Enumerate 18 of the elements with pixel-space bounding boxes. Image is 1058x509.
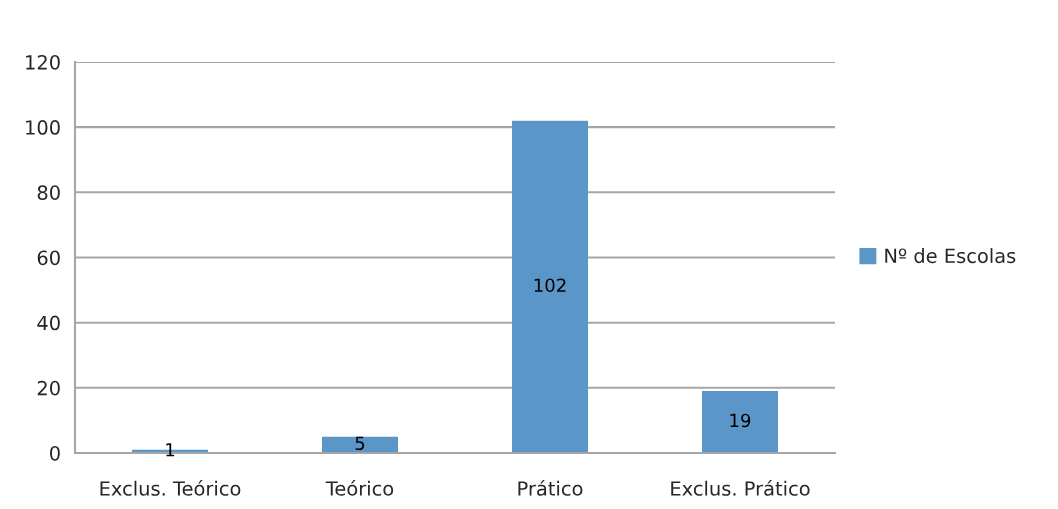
data-label: 5: [355, 436, 365, 451]
data-label: 19: [730, 413, 751, 428]
y-tick-label: 60: [37, 250, 60, 266]
bar: [512, 120, 588, 453]
legend-label: Nº de Escolas: [885, 248, 1016, 264]
x-tick-label: Exclus. Teórico: [100, 480, 241, 496]
data-label: 1: [166, 443, 175, 457]
x-tick-label: Teórico: [325, 480, 394, 496]
y-tick-label: 120: [26, 54, 60, 70]
y-tick-label: 20: [37, 380, 60, 396]
y-tick-label: 100: [26, 120, 60, 135]
data-label: 102: [534, 278, 566, 293]
y-tick-label: 0: [50, 445, 60, 461]
bar: [702, 391, 778, 453]
x-tick-label: Prático: [518, 480, 583, 496]
y-tick-label: 40: [37, 315, 60, 331]
y-tick-label: 80: [37, 185, 60, 200]
x-tick-label: Exclus. Prático: [671, 480, 810, 496]
